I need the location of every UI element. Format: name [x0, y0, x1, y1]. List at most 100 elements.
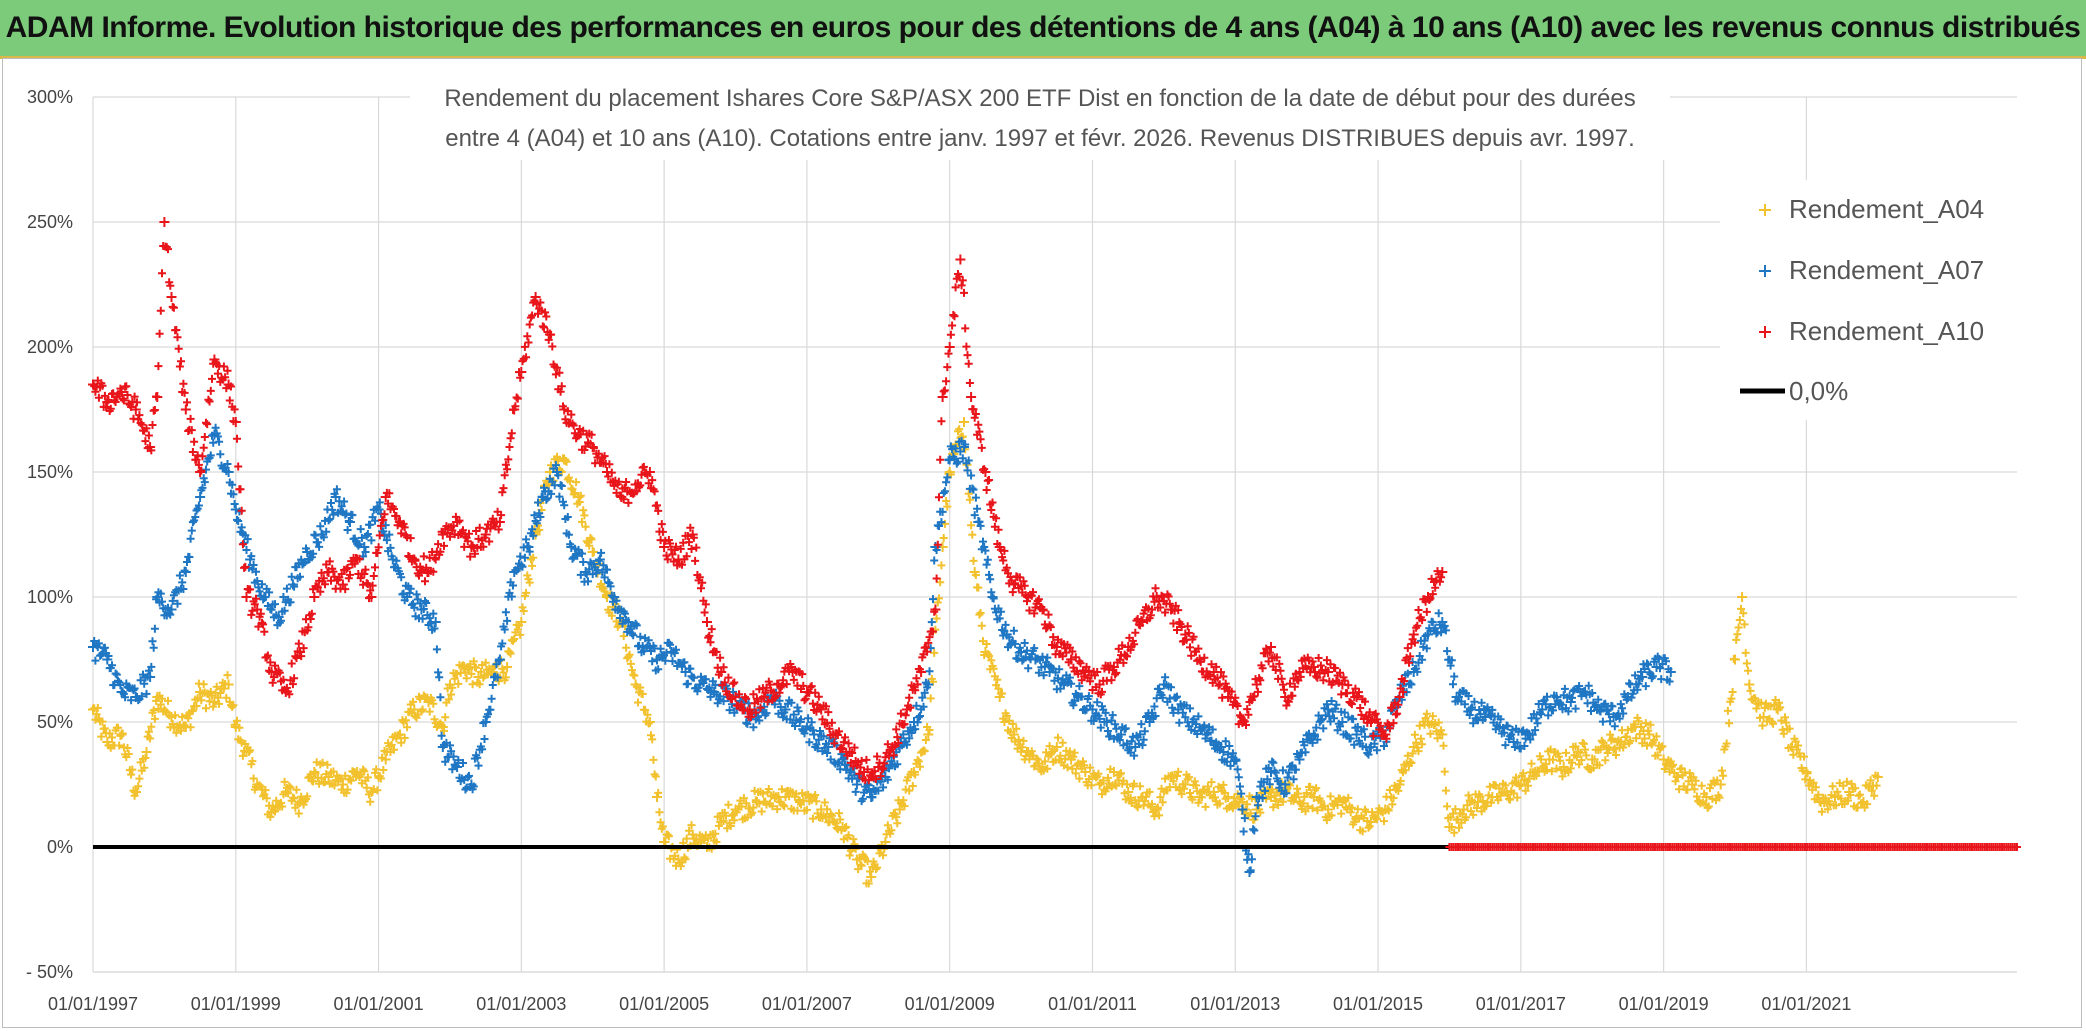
scatter-mark — [367, 536, 376, 545]
scatter-mark — [1030, 644, 1039, 653]
scatter-mark — [1212, 662, 1221, 671]
scatter-mark — [1256, 782, 1265, 791]
scatter-mark — [827, 718, 836, 727]
scatter-mark — [1464, 692, 1473, 700]
scatter-mark — [379, 766, 388, 774]
scatter-mark — [202, 418, 210, 427]
data-point — [959, 417, 969, 427]
scatter-mark — [141, 437, 150, 446]
scatter-mark — [1418, 616, 1427, 625]
scatter-mark — [812, 797, 821, 806]
scatter-mark — [1776, 703, 1785, 712]
scatter-mark — [681, 855, 690, 864]
legend-label-zero: 0,0% — [1789, 376, 1848, 406]
scatter-mark — [1643, 659, 1651, 668]
scatter-mark — [1024, 664, 1033, 673]
scatter-mark — [649, 755, 658, 764]
x-tick-label: 01/01/2015 — [1333, 994, 1423, 1014]
scatter-mark — [868, 793, 877, 802]
scatter-mark — [680, 658, 689, 667]
scatter-mark — [1418, 740, 1427, 749]
scatter-mark — [544, 335, 553, 344]
scatter-mark — [130, 684, 139, 693]
scatter-mark — [964, 359, 973, 368]
scatter-mark — [960, 288, 968, 297]
scatter-mark — [787, 698, 796, 707]
scatter-mark — [536, 298, 545, 307]
scatter-mark — [1086, 763, 1095, 772]
scatter-mark — [542, 312, 551, 321]
scatter-mark — [288, 680, 297, 689]
scatter-mark — [441, 757, 450, 766]
data-point — [437, 529, 448, 540]
scatter-mark — [1069, 701, 1078, 710]
scatter-mark — [1363, 749, 1372, 757]
scatter-mark — [1325, 712, 1334, 721]
scatter-mark — [168, 596, 177, 605]
scatter-mark — [1194, 798, 1203, 807]
scatter-mark — [1300, 741, 1309, 750]
scatter-mark — [286, 783, 295, 792]
scatter-mark — [1237, 789, 1246, 798]
scatter-mark — [1327, 811, 1336, 820]
legend-background — [1720, 180, 2020, 420]
scatter-mark — [725, 706, 734, 715]
scatter-mark — [1725, 719, 1734, 728]
scatter-mark — [916, 762, 924, 771]
scatter-mark — [290, 674, 299, 683]
scatter-mark — [1644, 726, 1653, 735]
scatter-mark — [1665, 767, 1674, 776]
data-point — [195, 467, 206, 477]
scatter-mark — [1030, 609, 1039, 618]
scatter-mark — [516, 630, 525, 639]
scatter-mark — [1243, 705, 1252, 714]
scatter-mark — [487, 694, 496, 703]
scatter-mark — [1620, 740, 1629, 749]
scatter-mark — [1312, 784, 1321, 793]
scatter-mark — [1233, 765, 1242, 774]
scatter-mark — [202, 704, 210, 713]
scatter-mark — [213, 693, 222, 702]
scatter-mark — [209, 438, 218, 447]
scatter-mark — [1576, 748, 1585, 757]
scatter-mark — [938, 507, 947, 516]
scatter-mark — [589, 547, 598, 556]
scatter-mark — [271, 807, 279, 816]
scatter-mark — [223, 460, 232, 468]
scatter-mark — [1575, 760, 1584, 769]
scatter-mark — [206, 386, 215, 395]
scatter-mark — [1126, 793, 1135, 802]
scatter-mark — [745, 714, 754, 723]
scatter-mark — [1513, 793, 1522, 802]
scatter-mark — [1012, 724, 1021, 733]
scatter-mark — [1227, 687, 1236, 696]
scatter-mark — [794, 707, 803, 716]
scatter-mark — [1361, 732, 1369, 741]
scatter-mark — [356, 525, 365, 534]
scatter-mark — [373, 549, 382, 557]
scatter-mark — [1226, 761, 1235, 770]
scatter-mark — [937, 417, 946, 426]
scatter-mark — [780, 802, 789, 811]
x-axis-labels: 01/01/1997 01/01/1999 01/01/2001 01/01/2003… — [48, 994, 1851, 1014]
scatter-mark — [1096, 723, 1105, 732]
scatter-mark — [179, 379, 188, 388]
scatter-mark — [1437, 573, 1446, 582]
data-point — [395, 729, 405, 740]
scatter-mark — [1557, 700, 1566, 709]
scatter-mark — [1618, 704, 1626, 713]
scatter-mark — [1132, 801, 1141, 810]
scatter-mark — [1127, 737, 1136, 746]
data-point — [980, 467, 991, 477]
scatter-mark — [191, 513, 200, 521]
scatter-mark — [866, 867, 874, 876]
scatter-mark — [912, 674, 921, 683]
scatter-mark — [1370, 710, 1379, 719]
scatter-mark — [1609, 745, 1618, 754]
scatter-mark — [200, 478, 209, 487]
scatter-mark — [653, 501, 661, 510]
scatter-mark — [569, 421, 578, 430]
scatter-mark — [1019, 577, 1028, 586]
scatter-mark — [963, 466, 972, 475]
scatter-mark — [1742, 659, 1751, 668]
